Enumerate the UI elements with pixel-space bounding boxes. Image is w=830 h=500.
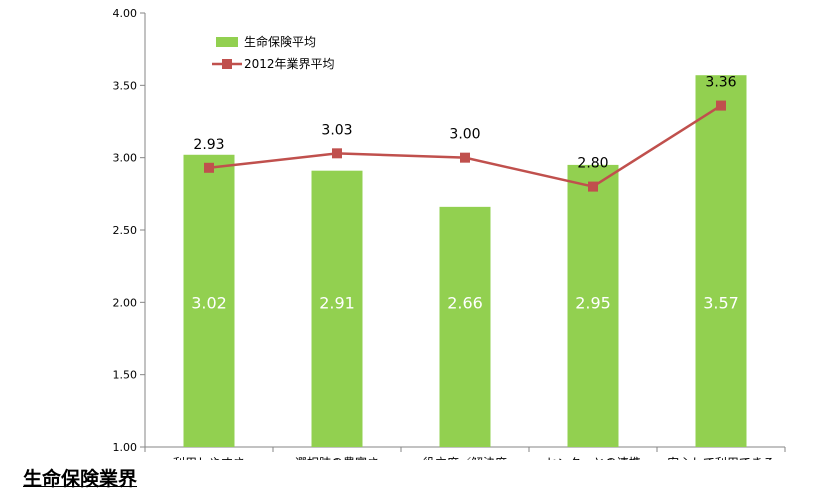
y-tick-label: 4.00 bbox=[113, 7, 138, 20]
y-tick-label: 2.00 bbox=[113, 296, 138, 309]
line-series: 2.93 3.03 3.00 2.80 3.36 bbox=[193, 75, 737, 192]
legend-line-label: 2012年業界平均 bbox=[244, 57, 335, 71]
bar-value-label: 2.95 bbox=[575, 293, 611, 312]
x-category-label: センターとの連携 bbox=[545, 455, 641, 460]
x-axis: 利用しやすさ 選択肢の豊富さ 役立度／解決度 センターとの連携 安心して利用できる bbox=[144, 446, 786, 460]
line-point-marker bbox=[716, 100, 726, 111]
line-value-label: 2.80 bbox=[577, 156, 608, 172]
y-tick-label: 1.50 bbox=[113, 369, 138, 382]
bars: 3.02 2.91 2.66 2.95 3.57 bbox=[183, 75, 747, 448]
line-point-marker bbox=[588, 181, 598, 192]
bar-value-label: 3.57 bbox=[703, 293, 739, 312]
bar-value-label: 2.66 bbox=[447, 293, 483, 312]
bar-value-label: 2.91 bbox=[319, 293, 355, 312]
chart: 1.00 1.50 2.00 2.50 3.00 3.50 4.00 利用しやすさ 選択肢の豊… bbox=[113, 7, 786, 460]
line-value-label: 3.00 bbox=[449, 127, 480, 143]
bar bbox=[311, 170, 363, 448]
line-value-label: 3.03 bbox=[321, 122, 352, 138]
x-category-label: 役立度／解決度 bbox=[423, 455, 507, 460]
y-tick-label: 3.00 bbox=[113, 152, 138, 165]
legend-bar-label: 生命保険平均 bbox=[244, 34, 316, 49]
section-title: 生命保険業界 bbox=[23, 468, 138, 490]
y-axis: 1.00 1.50 2.00 2.50 3.00 3.50 4.00 bbox=[113, 7, 146, 454]
bar bbox=[439, 206, 491, 447]
x-category-label: 選択肢の豊富さ bbox=[295, 455, 379, 460]
y-tick-label: 1.00 bbox=[113, 441, 138, 454]
bar-value-label: 3.02 bbox=[191, 293, 227, 312]
line-point-marker bbox=[460, 152, 470, 163]
bar bbox=[567, 164, 619, 447]
x-category-label: 安心して利用できる bbox=[667, 455, 774, 460]
x-category-label: 利用しやすさ bbox=[173, 456, 245, 460]
legend-bar-swatch bbox=[216, 37, 238, 47]
line-point-marker bbox=[332, 148, 342, 159]
legend: 生命保険平均 2012年業界平均 bbox=[212, 34, 335, 71]
y-tick-label: 2.50 bbox=[113, 224, 138, 237]
line-point-marker bbox=[204, 162, 214, 173]
line-value-label: 3.36 bbox=[705, 75, 736, 91]
legend-line-marker bbox=[222, 59, 232, 69]
line-value-label: 2.93 bbox=[193, 137, 224, 153]
y-tick-label: 3.50 bbox=[113, 79, 138, 92]
bar bbox=[695, 75, 747, 447]
line-path bbox=[208, 104, 722, 188]
bar bbox=[183, 154, 235, 448]
